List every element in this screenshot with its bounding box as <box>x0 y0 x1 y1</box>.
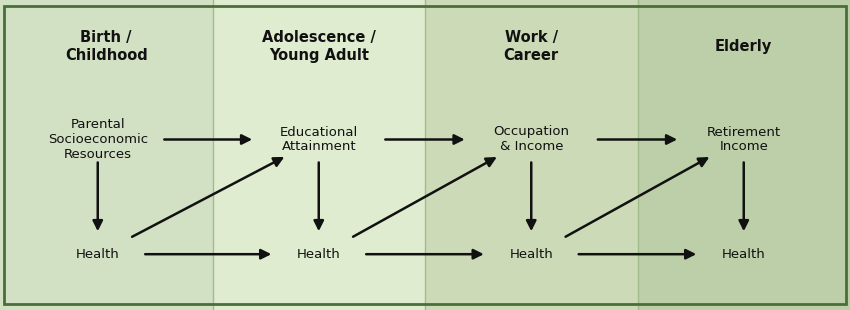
Text: Health: Health <box>509 248 553 261</box>
Bar <box>212 0 425 310</box>
Text: Retirement
Income: Retirement Income <box>706 126 781 153</box>
Text: Work /
Career: Work / Career <box>504 30 558 63</box>
Bar <box>0 0 212 310</box>
Text: Birth /
Childhood: Birth / Childhood <box>65 30 148 63</box>
Text: Elderly: Elderly <box>715 39 773 54</box>
Text: Adolescence /
Young Adult: Adolescence / Young Adult <box>262 30 376 63</box>
Text: Parental
Socioeconomic
Resources: Parental Socioeconomic Resources <box>48 118 148 161</box>
Bar <box>638 0 850 310</box>
Bar <box>425 0 638 310</box>
Text: Health: Health <box>722 248 766 261</box>
Text: Health: Health <box>76 248 120 261</box>
Text: Occupation
& Income: Occupation & Income <box>493 126 570 153</box>
Text: Educational
Attainment: Educational Attainment <box>280 126 358 153</box>
Text: Health: Health <box>297 248 341 261</box>
